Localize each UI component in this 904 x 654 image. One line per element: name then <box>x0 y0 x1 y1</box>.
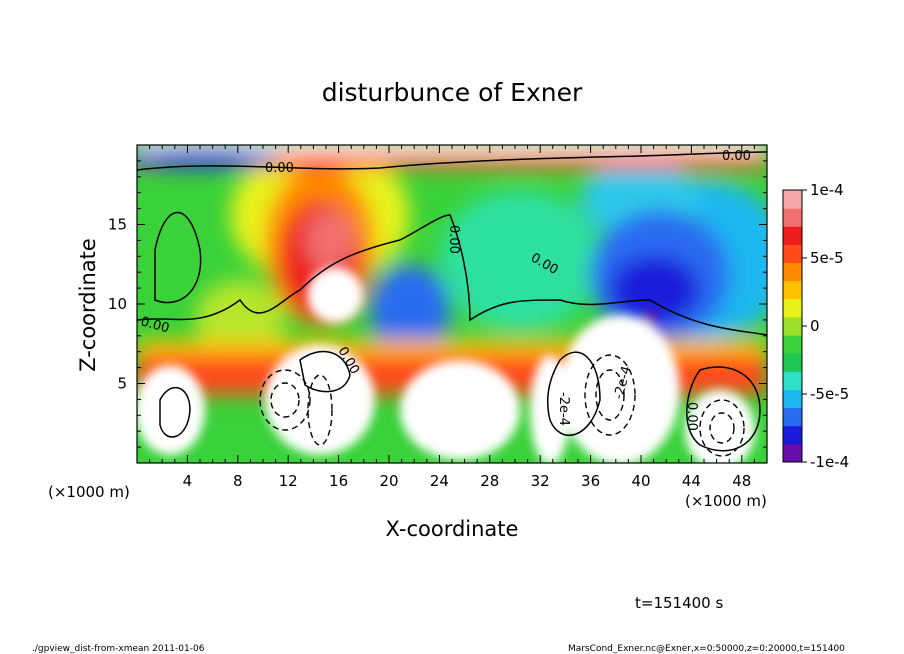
time-annotation: t=151400 s <box>635 594 723 612</box>
x-tick-label: 16 <box>329 472 348 490</box>
x-tick-label: 28 <box>480 472 499 490</box>
x-unit-left: (×1000 m) <box>48 483 130 501</box>
x-tick-label: 20 <box>379 472 398 490</box>
colorbar-swatch <box>783 190 802 209</box>
x-tick-label: 8 <box>233 472 243 490</box>
y-axis-label: Z-coordinate <box>76 238 100 372</box>
y-axis: 5 10 15 <box>108 144 767 464</box>
chart-title: disturbunce of Exner <box>322 78 583 107</box>
y-tick-label: 10 <box>108 295 127 313</box>
x-tick-label: 48 <box>732 472 751 490</box>
x-tick-label: 44 <box>682 472 701 490</box>
colorbar-swatch <box>783 280 802 300</box>
contour-label: 0.00 <box>139 314 171 336</box>
contour-label: 0.00 <box>684 402 699 431</box>
colorbar-swatch <box>783 407 802 427</box>
contour-label: -2e-4 <box>556 392 571 426</box>
footer-right: MarsCond_Exner.nc@Exner,x=0:50000,z=0:20… <box>568 644 845 654</box>
x-tick-label: 40 <box>631 472 650 490</box>
contour-label: 0.00 <box>722 149 751 164</box>
colorbar-tick-label: -5e-5 <box>810 385 849 403</box>
colorbar: 1e-4 5e-5 0 -5e-5 -1e-4 <box>782 181 849 471</box>
x-tick-label: 32 <box>531 472 550 490</box>
contour-lines <box>137 151 767 452</box>
x-axis: 4 8 12 16 20 24 28 32 36 40 44 48 <box>136 145 768 490</box>
colorbar-tick-label: 5e-5 <box>810 249 844 267</box>
y-tick-label: 5 <box>117 375 127 393</box>
colorbar-swatch <box>783 389 802 409</box>
colorbar-swatch <box>783 335 802 354</box>
colorbar-swatch <box>783 262 802 282</box>
colorbar-tick-label: 0 <box>810 317 820 335</box>
colorbar-tick-label: 1e-4 <box>810 181 844 199</box>
colorbar-swatch <box>783 226 802 245</box>
colorbar-swatch <box>783 425 802 445</box>
dashed-contours <box>259 354 745 457</box>
colorbar-tick-label: -1e-4 <box>810 453 849 471</box>
x-tick-label: 36 <box>581 472 600 490</box>
x-axis-label: X-coordinate <box>386 517 519 541</box>
x-tick-label: 4 <box>183 472 193 490</box>
colorbar-swatch <box>783 298 802 318</box>
colorbar-swatch <box>783 371 802 390</box>
colorbar-swatch <box>783 353 802 372</box>
x-tick-label: 24 <box>430 472 449 490</box>
colorbar-swatch <box>783 316 802 336</box>
footer-left: ./gpview_dist-from-xmean 2011-01-06 <box>32 644 205 654</box>
contour-label: 0.00 <box>446 225 461 254</box>
colorbar-swatch <box>783 443 802 463</box>
heatmap-field <box>137 145 767 463</box>
y-tick-label: 15 <box>108 216 127 234</box>
colorbar-swatch <box>783 208 802 227</box>
contour-label: 0.00 <box>265 161 294 176</box>
x-unit-right: (×1000 m) <box>685 492 767 510</box>
x-tick-label: 12 <box>279 472 298 490</box>
colorbar-swatch <box>783 244 802 264</box>
